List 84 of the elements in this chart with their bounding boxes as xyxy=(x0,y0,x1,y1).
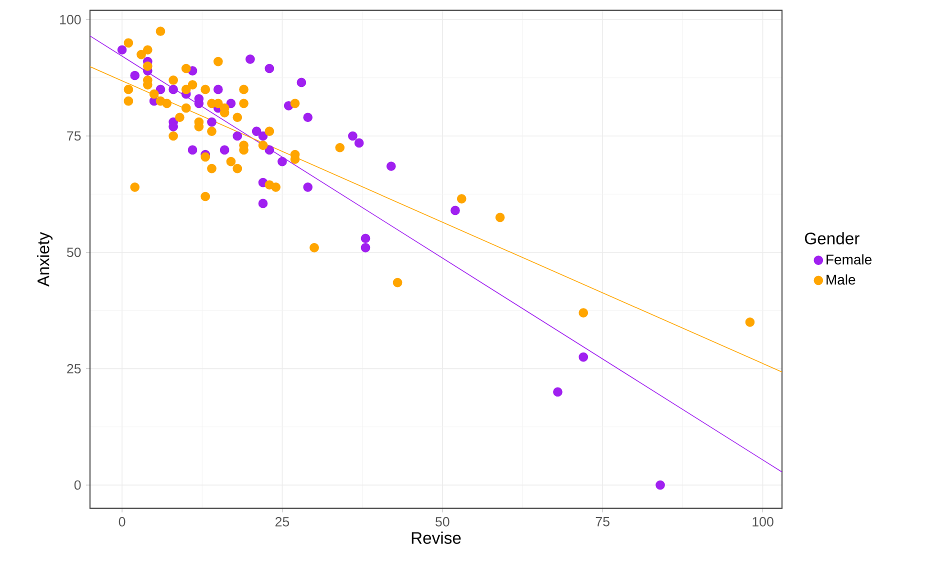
point xyxy=(553,387,562,397)
point xyxy=(117,45,127,55)
point xyxy=(456,194,466,204)
point xyxy=(220,145,230,155)
point xyxy=(239,98,248,108)
point xyxy=(168,84,178,94)
x-tick-label: 75 xyxy=(596,517,610,526)
point xyxy=(200,84,210,94)
point xyxy=(290,98,300,108)
point xyxy=(578,352,588,362)
point xyxy=(360,234,370,244)
point xyxy=(156,84,166,94)
x-tick-label: 100 xyxy=(752,517,774,526)
point xyxy=(303,112,313,122)
point xyxy=(207,126,216,136)
point xyxy=(130,182,140,192)
point xyxy=(335,142,345,152)
y-tick-label: 0 xyxy=(74,480,81,490)
point xyxy=(188,145,198,155)
point xyxy=(258,140,268,150)
point xyxy=(264,145,274,155)
point xyxy=(156,26,166,36)
point xyxy=(392,278,402,288)
y-tick-label: 25 xyxy=(67,364,81,374)
point xyxy=(188,80,198,90)
point xyxy=(495,212,505,222)
y-tick-label: 75 xyxy=(67,131,81,141)
point xyxy=(124,96,134,106)
y-axis-title: Anxiety xyxy=(37,232,53,287)
point xyxy=(450,206,460,216)
point xyxy=(264,64,274,74)
point xyxy=(124,38,134,48)
point xyxy=(226,156,236,166)
point xyxy=(578,308,588,318)
point xyxy=(745,317,755,327)
point xyxy=(168,75,178,85)
point xyxy=(181,64,191,74)
point xyxy=(213,98,223,108)
point xyxy=(136,50,146,60)
point xyxy=(213,84,223,94)
x-tick-label: 25 xyxy=(275,517,290,526)
x-tick-label: 50 xyxy=(436,517,450,526)
point xyxy=(232,112,242,122)
point xyxy=(175,112,184,122)
point xyxy=(130,70,140,80)
point xyxy=(226,98,236,108)
point xyxy=(207,164,216,174)
point xyxy=(278,156,287,166)
point xyxy=(181,103,191,113)
point xyxy=(354,138,364,148)
legend-title: Gender xyxy=(804,232,860,244)
point xyxy=(348,131,358,141)
point xyxy=(258,131,268,141)
point xyxy=(310,243,319,252)
point xyxy=(200,192,210,202)
y-tick-label: 50 xyxy=(67,248,81,258)
point xyxy=(207,117,216,127)
point xyxy=(239,84,248,94)
point xyxy=(124,84,134,94)
point xyxy=(252,126,262,136)
point xyxy=(149,89,159,99)
point xyxy=(213,56,223,66)
legend-label: Female xyxy=(826,254,872,265)
point xyxy=(303,182,313,192)
point xyxy=(162,98,172,108)
point xyxy=(271,182,280,192)
point xyxy=(143,45,152,55)
point xyxy=(264,126,274,136)
point xyxy=(246,54,255,64)
x-tick-label: 0 xyxy=(118,517,126,526)
point xyxy=(143,62,152,71)
point xyxy=(360,243,370,252)
point xyxy=(200,152,210,162)
point xyxy=(232,164,242,174)
y-tick-label: 100 xyxy=(60,14,81,24)
legend-label: Male xyxy=(826,274,856,285)
point xyxy=(656,480,665,490)
point xyxy=(168,131,178,141)
point xyxy=(296,78,306,88)
point xyxy=(181,84,191,94)
point xyxy=(386,162,396,171)
point xyxy=(232,131,242,141)
point xyxy=(258,198,268,208)
x-axis-title: Revise xyxy=(412,532,461,544)
